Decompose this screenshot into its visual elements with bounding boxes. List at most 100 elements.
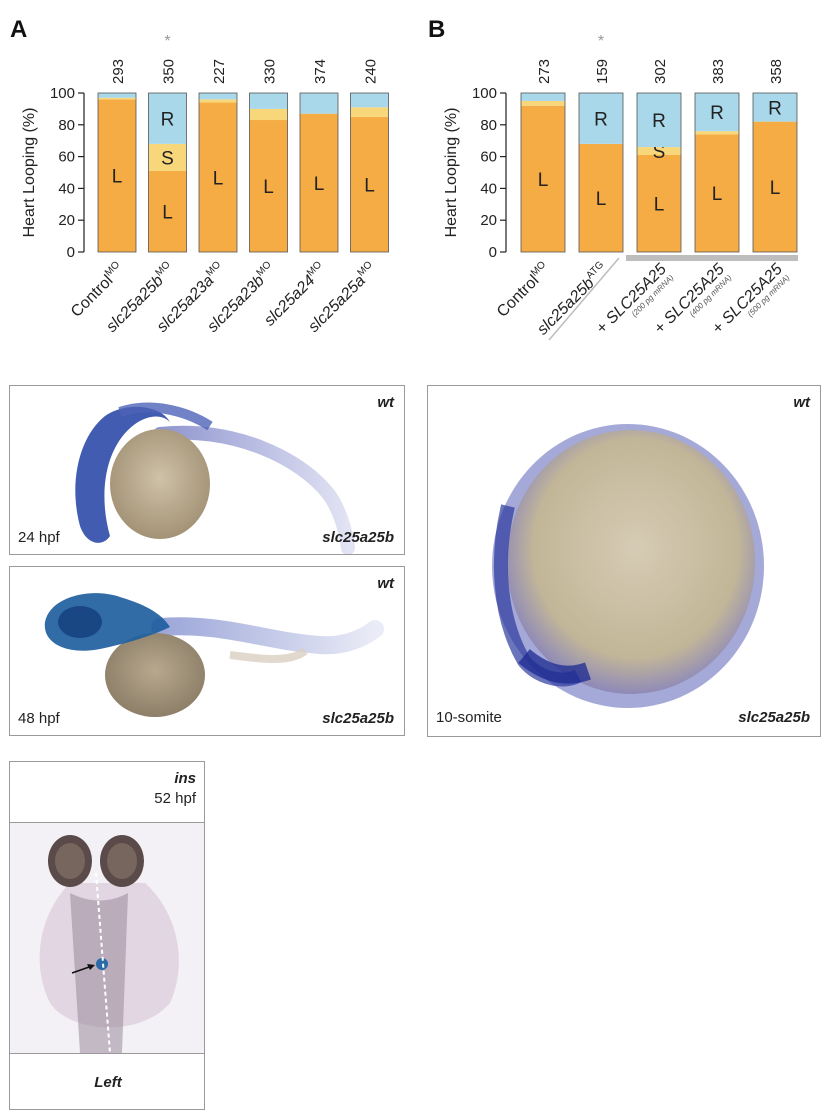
bar-outline — [350, 92, 389, 253]
bar-segment-l — [521, 105, 565, 252]
bar-segment-r — [98, 93, 136, 98]
n-count-label: 293 — [110, 59, 127, 84]
bar-segment-s — [148, 143, 187, 171]
bar-segment-s — [521, 100, 565, 106]
panel-f-probe: ins — [174, 770, 196, 787]
group-slash-line — [548, 257, 620, 341]
bar-segment-r — [350, 93, 389, 108]
bar-segment-l — [350, 116, 389, 252]
y-tick-label: 80 — [480, 117, 497, 134]
bar-segment-l — [148, 170, 187, 252]
panel-f-side-label: Left — [94, 1074, 122, 1091]
bar-outline — [198, 92, 238, 253]
bar-segment-l — [753, 121, 797, 253]
rescue-group-bar — [626, 255, 798, 261]
category-base: Control — [494, 272, 542, 320]
bar-segment-r — [300, 93, 338, 114]
bar-segment-s — [199, 99, 237, 103]
bar-segment-label-r: R — [768, 98, 782, 119]
n-count-label: 302 — [652, 59, 669, 84]
n-count-label: 227 — [211, 59, 228, 84]
significance-asterisk: * — [164, 33, 170, 50]
panel-letter-a: A — [10, 16, 28, 43]
bar-segment-l — [579, 143, 623, 252]
embryo-dorsal-ins-image — [10, 823, 204, 1053]
panel-d-probe: slc25a25b — [322, 710, 394, 727]
category-label: ControlMO — [493, 259, 554, 320]
y-tick-label: 20 — [58, 212, 75, 229]
panel-f-divider-bottom — [10, 1053, 204, 1054]
panel-c-embryo-24hpf: wt 24 hpf slc25a25b — [9, 385, 405, 555]
n-count-label: 240 — [363, 59, 380, 84]
bar-segment-label-s: S — [161, 148, 174, 169]
y-tick-label: 60 — [480, 149, 497, 166]
bar-segment-r — [249, 93, 288, 109]
panel-c-genotype: wt — [377, 394, 394, 411]
panel-f-stage: 52 hpf — [154, 790, 196, 807]
bar-segment-l — [249, 120, 288, 252]
y-tick-label: 0 — [67, 244, 75, 261]
chart-b-heart-looping-rescue: 0 20 40 60 80 100 Heart Looping (%) L 273 Control… — [443, 33, 798, 341]
bar-segment-label-s: S — [653, 142, 666, 163]
bar-segment-r — [695, 93, 739, 132]
bar-outline — [97, 92, 137, 253]
bar-segment-label-l: L — [162, 202, 173, 223]
bar-segment-l — [637, 155, 681, 252]
bar-outline — [578, 92, 624, 253]
bar-segment-r — [148, 93, 187, 144]
panel-e-stage: 10-somite — [436, 709, 502, 726]
y-tick-label: 40 — [480, 180, 497, 197]
n-count-label: 273 — [536, 59, 553, 84]
category-superscript: ATG — [584, 259, 606, 281]
bar-segment-label-l: L — [538, 170, 549, 191]
bar-segment-l — [300, 113, 338, 252]
bar-segment-r — [637, 93, 681, 148]
bar-segment-s — [637, 147, 681, 156]
bar-segment-label-l: L — [712, 184, 723, 205]
bar-outline — [520, 92, 566, 253]
y-tick-label: 80 — [58, 117, 75, 134]
bar-segment-l — [695, 134, 739, 252]
n-count-label: 374 — [312, 59, 329, 84]
n-count-label: 358 — [768, 59, 785, 84]
panel-letter-b: B — [428, 16, 446, 43]
panel-d-stage: 48 hpf — [18, 710, 60, 727]
y-tick-label: 100 — [472, 85, 497, 102]
bar-segment-label-l: L — [112, 167, 123, 188]
bar-segment-label-l: L — [596, 189, 607, 210]
chart-a-heart-looping: 0 20 40 60 80 100 Heart Looping (%) L 293 Control… — [21, 33, 389, 336]
bar-segment-s — [695, 131, 739, 135]
n-count-label: 330 — [262, 59, 279, 84]
y-tick-label: 60 — [58, 149, 75, 166]
embryo-24hpf-image — [75, 402, 355, 554]
y-tick-label: 0 — [489, 244, 497, 261]
bar-segment-label-l: L — [314, 174, 325, 195]
panel-f-divider-top — [10, 822, 204, 823]
bar-outline — [249, 92, 288, 253]
bar-segment-label-r: R — [161, 109, 175, 130]
bar-segment-r — [521, 93, 565, 101]
bar-segment-r — [199, 93, 237, 100]
bar-segment-label-l: L — [213, 168, 224, 189]
bar-outline — [299, 92, 339, 253]
bar-segment-label-l: L — [263, 177, 274, 198]
significance-asterisk: * — [598, 33, 604, 50]
bar-segment-label-r: R — [652, 111, 666, 132]
bar-segment-label-l: L — [770, 178, 781, 199]
bar-segment-s — [98, 97, 136, 100]
bar-segment-s — [249, 108, 288, 121]
bar-segment-label-r: R — [594, 109, 608, 130]
panel-e-genotype: wt — [793, 394, 810, 411]
embryo-10-somite-image — [492, 424, 764, 708]
bar-outline — [694, 92, 740, 253]
y-tick-label: 40 — [58, 180, 75, 197]
bar-segment-l — [199, 102, 237, 252]
bar-segment-label-l: L — [654, 195, 665, 216]
embryo-48hpf-image — [44, 593, 384, 717]
bar-segment-l — [98, 99, 136, 252]
n-count-label: 350 — [161, 59, 178, 84]
panel-d-embryo-48hpf: wt 48 hpf slc25a25b — [9, 566, 405, 736]
panel-e-probe: slc25a25b — [738, 709, 810, 726]
bar-outline — [148, 92, 187, 253]
panel-c-probe: slc25a25b — [322, 529, 394, 546]
